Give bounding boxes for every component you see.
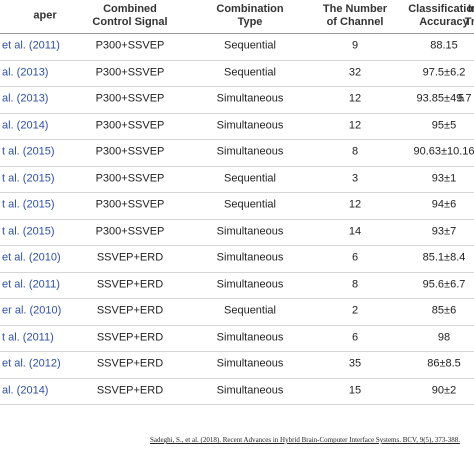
table-cell: SSVEP+ERD	[96, 357, 164, 370]
table-cell: Simultaneous	[216, 384, 284, 397]
table-cell: 6	[351, 251, 359, 264]
row-rule	[0, 351, 474, 352]
table-cell: Simultaneous	[216, 278, 284, 291]
table-cell: 15	[348, 384, 362, 397]
table-cell: 14	[348, 225, 362, 238]
row-rule	[0, 271, 474, 273]
table-cell: 90.63±10.16	[413, 145, 474, 158]
table-cell: Sequential	[224, 39, 276, 52]
table-cell: 5	[458, 92, 465, 105]
row-rule	[0, 33, 474, 34]
header-cell: The Number of Channel	[322, 3, 388, 28]
table-cell: Sequential	[224, 304, 276, 317]
paper-cell: er al. (2010)	[2, 304, 62, 317]
citation: Sadeghi, S., et al. (2018). Recent Advan…	[150, 436, 460, 444]
table-cell: Simultaneous	[216, 145, 284, 158]
table-cell: P300+SSVEP	[95, 66, 165, 79]
header-cell: Combined Control Signal	[92, 3, 168, 28]
table-cell: Sequential	[224, 172, 276, 185]
table-cell: 32	[348, 66, 362, 79]
table-cell: 93±1	[431, 172, 457, 185]
table-cell: 12	[348, 198, 362, 211]
table-cell: 93.85±49.7	[416, 92, 472, 105]
table-cell: SSVEP+ERD	[96, 304, 164, 317]
table-cell: Simultaneous	[216, 119, 284, 132]
table-cell: 8	[351, 145, 359, 158]
paper-cell: al. (2014)	[2, 119, 49, 132]
row-rule	[0, 165, 474, 167]
table-cell: P300+SSVEP	[95, 225, 165, 238]
table-cell: P300+SSVEP	[95, 198, 165, 211]
row-rule	[0, 86, 474, 87]
row-rule	[0, 324, 474, 326]
paper-cell: t al. (2015)	[2, 225, 55, 238]
table-cell: 90±2	[431, 384, 457, 397]
table-cell: P300+SSVEP	[95, 172, 165, 185]
row-rule	[0, 59, 474, 61]
header-cell: Classification Accuracy	[408, 3, 474, 28]
row-rule	[0, 404, 474, 405]
table-cell: 3	[351, 172, 359, 185]
header-cell: Combination Type	[216, 3, 284, 28]
table-cell: 9	[351, 39, 359, 52]
paper-cell: t al. (2015)	[2, 172, 55, 185]
table-cell: P300+SSVEP	[95, 119, 165, 132]
table-cell: 85.1±8.4	[422, 251, 466, 264]
table-cell: 95.6±6.7	[422, 278, 466, 291]
table-cell: Sequential	[224, 198, 276, 211]
paper-cell: al. (2013)	[2, 66, 49, 79]
table-cell: 94±6	[431, 198, 457, 211]
row-rule	[0, 112, 474, 114]
paper-cell: et al. (2010)	[2, 251, 61, 264]
table-cell: 97.5±6.2	[422, 66, 466, 79]
table-cell: 12	[348, 119, 362, 132]
header-cell: aper	[33, 9, 57, 22]
table-cell: SSVEP+ERD	[96, 251, 164, 264]
table-cell: SSVEP+ERD	[96, 384, 164, 397]
table-cell: Simultaneous	[216, 225, 284, 238]
table-cell: Simultaneous	[216, 92, 284, 105]
row-rule	[0, 218, 474, 220]
paper-cell: et al. (2011)	[2, 278, 60, 291]
row-rule	[0, 192, 474, 193]
row-rule	[0, 139, 474, 140]
row-rule	[0, 377, 474, 379]
table-cell: 6	[351, 331, 359, 344]
table-cell: 93±7	[431, 225, 457, 238]
table-cell: SSVEP+ERD	[96, 331, 164, 344]
paper-cell: et al. (2012)	[2, 357, 61, 370]
table-cell: 95±5	[431, 119, 457, 132]
paper-cell: t al. (2015)	[2, 145, 55, 158]
table-cell: 85±6	[431, 304, 457, 317]
table-cell: 98	[437, 331, 451, 344]
row-rule	[0, 298, 474, 299]
table-cell: SSVEP+ERD	[96, 278, 164, 291]
table-cell: 88.15	[430, 39, 458, 52]
paper-cell: al. (2014)	[2, 384, 49, 397]
row-rule	[0, 245, 474, 246]
paper-cell: t al. (2015)	[2, 198, 55, 211]
table-cell: 12	[348, 92, 362, 105]
table-cell: P300+SSVEP	[95, 39, 165, 52]
table-cell: 86±8.5	[427, 357, 461, 370]
table-cell: P300+SSVEP	[95, 92, 165, 105]
table-cell: Simultaneous	[216, 251, 284, 264]
table-cell: Simultaneous	[216, 331, 284, 344]
paper-cell: et al. (2011)	[2, 39, 60, 52]
paper-cell: t al. (2011)	[2, 331, 54, 344]
table-cell: 2	[351, 304, 359, 317]
paper-cell: al. (2013)	[2, 92, 49, 105]
table-cell: 35	[348, 357, 362, 370]
table-cell: P300+SSVEP	[95, 145, 165, 158]
table-cell: Sequential	[224, 66, 276, 79]
header-cell: In Tra	[464, 3, 474, 28]
table-cell: 8	[351, 278, 359, 291]
table-cell: Simultaneous	[216, 357, 284, 370]
